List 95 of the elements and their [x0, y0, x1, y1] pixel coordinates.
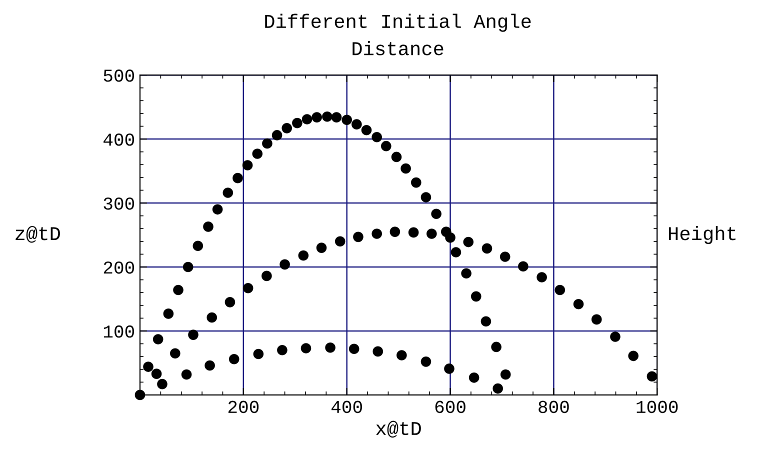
point: [203, 222, 214, 232]
point: [173, 284, 184, 296]
point: [400, 163, 411, 174]
point: [461, 268, 472, 279]
x-tick-label: 600: [435, 400, 466, 414]
point: [420, 356, 432, 367]
point: [325, 342, 336, 353]
point: [492, 383, 504, 394]
point: [181, 369, 192, 380]
point: [536, 272, 547, 282]
y-tick-label: 500: [104, 70, 134, 82]
point: [361, 124, 372, 136]
point: [322, 112, 332, 122]
point: [372, 132, 382, 142]
point: [500, 252, 510, 262]
point: [262, 270, 272, 282]
point: [282, 123, 292, 134]
point: [182, 262, 194, 272]
x-tick-label: 200: [228, 400, 259, 414]
x-tick-label: 1000: [636, 400, 678, 414]
chart-subtitle: Distance: [352, 41, 444, 56]
point: [334, 236, 346, 247]
point: [280, 259, 290, 270]
point: [228, 354, 240, 364]
point: [353, 232, 364, 242]
point: [500, 369, 511, 380]
point: [170, 348, 180, 359]
point: [134, 390, 146, 400]
point: [646, 371, 658, 382]
point: [292, 118, 302, 128]
point: [242, 282, 254, 294]
point: [232, 172, 243, 184]
point: [163, 308, 174, 319]
chart-title: Different Initial Angle: [265, 14, 531, 32]
point: [312, 112, 322, 122]
point: [151, 368, 162, 379]
y-tick-label: 200: [104, 261, 134, 274]
point: [573, 298, 584, 310]
point: [342, 114, 352, 126]
point: [468, 372, 480, 383]
point: [390, 226, 400, 237]
point: [610, 332, 620, 342]
point: [298, 250, 309, 261]
y-tick-label: 300: [104, 197, 134, 210]
point: [628, 350, 638, 362]
point: [253, 348, 264, 360]
point: [410, 177, 422, 188]
x-tick-label: 400: [332, 400, 362, 414]
point: [157, 378, 168, 390]
point: [445, 232, 456, 243]
point: [372, 228, 382, 239]
point: [372, 346, 384, 357]
point: [444, 364, 454, 374]
point: [262, 138, 272, 149]
point: [381, 140, 392, 152]
point: [143, 362, 154, 372]
x-tick-label: 800: [538, 400, 569, 414]
point: [554, 284, 566, 296]
y-tick-label: 400: [104, 134, 134, 146]
point: [204, 360, 215, 371]
point: [331, 112, 342, 122]
point: [391, 152, 402, 162]
y-axis-title: z@tD: [16, 226, 60, 243]
point: [450, 247, 462, 258]
point: [463, 236, 474, 248]
point: [212, 204, 223, 215]
point: [224, 297, 236, 308]
point: [222, 188, 234, 198]
point: [426, 228, 437, 239]
point: [348, 344, 360, 354]
point: [316, 242, 327, 253]
point: [192, 240, 204, 252]
point: [242, 160, 253, 170]
point: [480, 316, 492, 327]
point: [408, 227, 419, 238]
point: [188, 330, 198, 340]
point: [302, 114, 312, 124]
point: [206, 312, 218, 323]
point: [252, 148, 263, 159]
point: [277, 345, 288, 356]
y2-axis-title: Height: [669, 226, 736, 244]
point: [470, 291, 482, 302]
point: [396, 350, 407, 360]
point: [482, 243, 492, 254]
point: [352, 119, 362, 130]
point: [431, 208, 442, 220]
point: [491, 342, 502, 352]
point: [420, 192, 432, 202]
point: [518, 261, 528, 272]
point: [152, 334, 164, 344]
point: [272, 130, 282, 140]
point: [591, 314, 602, 325]
point: [300, 343, 312, 354]
y-tick-label: 100: [104, 325, 134, 338]
x-axis-title: x@tD: [376, 420, 421, 438]
